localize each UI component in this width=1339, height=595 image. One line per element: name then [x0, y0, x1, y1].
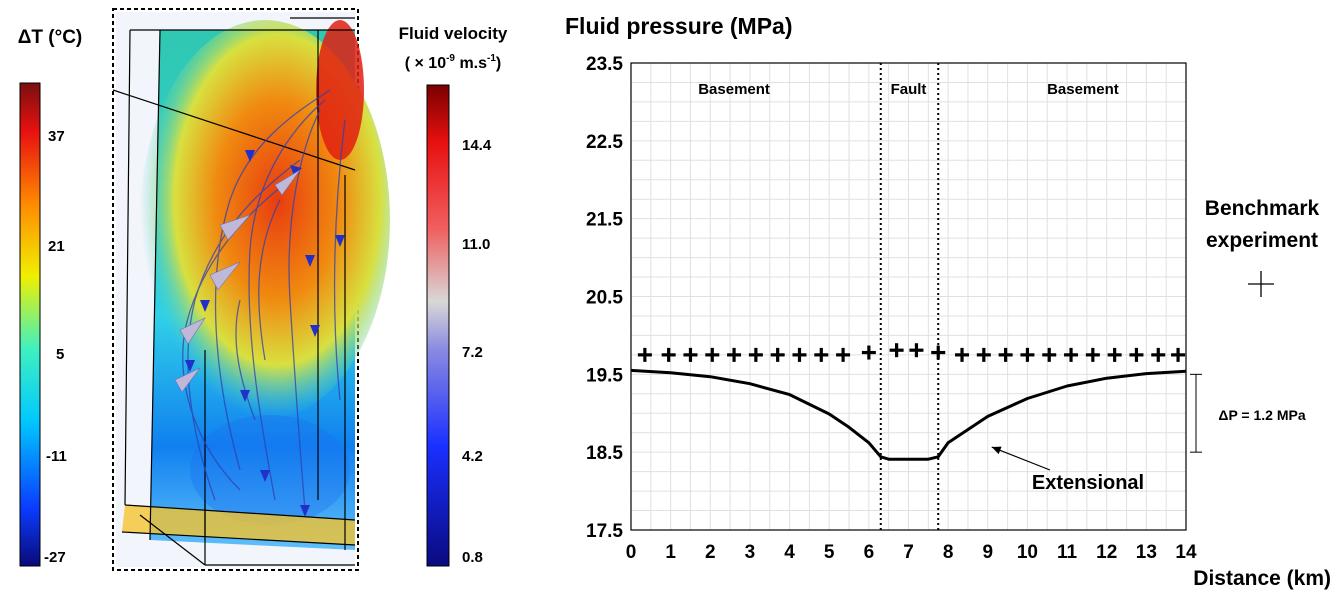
benchmark-point	[1151, 348, 1165, 362]
temperature-tick-1: 37	[48, 128, 65, 145]
x-tick-label: 8	[943, 542, 954, 563]
benchmark-point	[836, 348, 850, 362]
benchmark-point	[1129, 348, 1143, 362]
chart-ylabel: Fluid pressure (MPa)	[565, 13, 792, 39]
velocity-tick-3: 7.2	[462, 344, 483, 361]
pressure-chart: Fluid pressure (MPa) Distance (km) Basem…	[565, 13, 1331, 590]
benchmark-point	[638, 348, 652, 362]
x-tick-label: 11	[1057, 542, 1078, 563]
benchmark-point	[1108, 348, 1122, 362]
velocity-colorbar: Fluid velocity ( × 10-9 m.s-1) 14.4 11.0…	[399, 24, 508, 566]
region-labels: Basement Fault Basement	[698, 81, 1119, 98]
temperature-tick-3: 5	[56, 346, 64, 363]
x-tick-label: 12	[1096, 542, 1117, 563]
temperature-colorbar-title: ΔT (°C)	[18, 27, 83, 48]
x-tick-label: 13	[1136, 542, 1157, 563]
legend-plus-marker	[1248, 271, 1274, 297]
delta-p-label: ΔP = 1.2 MPa	[1218, 407, 1305, 423]
benchmark-point	[1042, 348, 1056, 362]
benchmark-legend: Benchmark experiment	[1205, 197, 1320, 297]
legend-label-line2: experiment	[1206, 229, 1318, 252]
benchmark-point	[1064, 348, 1078, 362]
benchmark-point	[662, 348, 676, 362]
model-illustration	[113, 9, 390, 570]
benchmark-point	[999, 348, 1013, 362]
benchmark-point	[749, 348, 763, 362]
benchmark-point	[792, 348, 806, 362]
temperature-tick-4: -11	[46, 448, 67, 465]
chart-annotations: Extensional ΔP = 1.2 MPa	[992, 374, 1306, 494]
x-tick-label: 10	[1017, 542, 1038, 563]
x-tick-label: 0	[626, 542, 637, 563]
benchmark-point	[1086, 348, 1100, 362]
benchmark-point	[955, 348, 969, 362]
x-tick-label: 6	[864, 542, 875, 563]
velocity-tick-5: 0.8	[462, 549, 483, 566]
y-tick-label: 17.5	[586, 521, 623, 542]
region-label-1: Basement	[698, 81, 770, 98]
legend-label-line1: Benchmark	[1205, 197, 1320, 220]
benchmark-point	[1171, 348, 1185, 362]
temperature-colorbar: ΔT (°C) 37 21 5 -11 -27	[18, 27, 83, 566]
temperature-tick-2: 21	[48, 238, 65, 255]
region-label-3: Basement	[1047, 81, 1119, 98]
extensional-curve-label: Extensional	[1032, 472, 1144, 494]
y-tick-label: 22.5	[586, 132, 623, 153]
temperature-colorbar-scale	[20, 83, 40, 566]
x-tick-label: 9	[982, 542, 993, 563]
benchmark-series	[638, 343, 1185, 362]
curve-label-arrow	[992, 447, 1050, 470]
y-tick-label: 21.5	[586, 210, 623, 231]
velocity-colorbar-units: ( × 10-9 m.s-1)	[405, 53, 502, 72]
region-label-2: Fault	[891, 81, 927, 98]
benchmark-point	[862, 346, 876, 360]
velocity-colorbar-title: Fluid velocity	[399, 24, 508, 43]
velocity-tick-4: 4.2	[462, 448, 483, 465]
y-axis-ticks: 23.5 22.5 21.5 20.5 19.5 18.5 17.5	[586, 54, 623, 542]
delta-p-bracket	[1190, 374, 1202, 452]
hot-zone	[316, 20, 364, 160]
benchmark-point	[771, 348, 785, 362]
x-tick-label: 7	[903, 542, 914, 563]
benchmark-point	[1020, 348, 1034, 362]
velocity-colorbar-scale	[427, 85, 449, 566]
y-tick-label: 18.5	[586, 443, 623, 464]
x-tick-label: 3	[745, 542, 756, 563]
x-tick-label: 2	[705, 542, 716, 563]
benchmark-point	[727, 348, 741, 362]
chart-xlabel: Distance (km)	[1193, 567, 1331, 590]
benchmark-point	[683, 348, 697, 362]
y-tick-label: 20.5	[586, 288, 623, 309]
benchmark-point	[977, 348, 991, 362]
x-tick-label: 14	[1175, 542, 1197, 563]
curve-label-arrowhead	[992, 447, 1002, 454]
x-tick-label: 5	[824, 542, 835, 563]
velocity-tick-1: 14.4	[462, 137, 492, 154]
y-tick-label: 23.5	[586, 54, 623, 75]
benchmark-point	[931, 346, 945, 360]
velocity-tick-2: 11.0	[462, 236, 490, 253]
y-tick-label: 19.5	[586, 365, 623, 386]
benchmark-point	[705, 348, 719, 362]
benchmark-point	[814, 348, 828, 362]
x-tick-label: 4	[784, 542, 795, 563]
x-axis-ticks: 0 1 2 3 4 5 6 7 8 9 10 11 12 13 14	[626, 542, 1197, 563]
temperature-tick-5: -27	[44, 549, 66, 566]
x-tick-label: 1	[665, 542, 676, 563]
